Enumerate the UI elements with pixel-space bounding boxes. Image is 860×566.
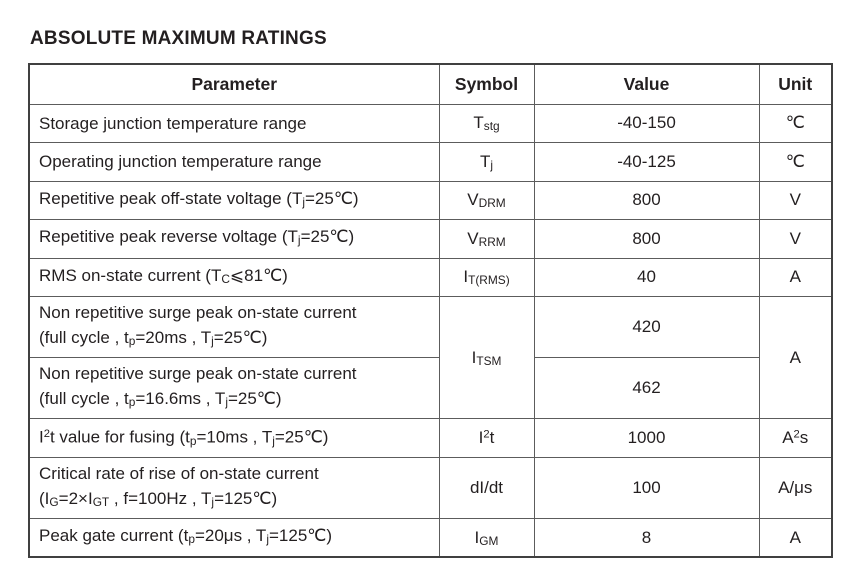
value-cell: 800	[533, 180, 760, 220]
symbol-cell: ITSM	[438, 295, 535, 420]
unit-cell: V	[758, 180, 833, 220]
unit-cell: A2s	[758, 418, 833, 459]
value-cell: 40	[533, 257, 760, 297]
section-title: ABSOLUTE MAXIMUM RATINGS	[30, 28, 327, 49]
value-cell: 100	[533, 457, 760, 520]
table-row: Non repetitive surge peak on-state curre…	[28, 295, 833, 420]
parameter-cell: Repetitive peak reverse voltage (Tj=25℃)	[28, 219, 440, 259]
table-row: Critical rate of rise of on-state curren…	[28, 457, 833, 520]
value-cell: -40-125	[533, 142, 760, 182]
header-value: Value	[533, 63, 760, 105]
table-row: RMS on-state current (TC⩽81℃) IT(RMS) 40…	[28, 257, 833, 297]
parameter-cell: Operating junction temperature range	[28, 142, 440, 182]
header-row: Parameter Symbol Value Unit	[28, 63, 833, 105]
table-row: Operating junction temperature range Tj …	[28, 142, 833, 182]
parameter-cell: I2t value for fusing (tp=10ms , Tj=25℃)	[28, 418, 440, 459]
unit-cell: A/μs	[758, 457, 833, 520]
symbol-cell: IT(RMS)	[438, 257, 535, 297]
parameter-cell: Non repetitive surge peak on-state curre…	[28, 295, 440, 359]
symbol-cell: Tstg	[438, 103, 535, 143]
parameter-cell: Peak gate current (tp=20μs , Tj=125℃)	[28, 518, 440, 558]
symbol-cell: IGM	[438, 518, 535, 558]
unit-cell: ℃	[758, 142, 833, 182]
table-row: Storage junction temperature range Tstg …	[28, 103, 833, 143]
unit-cell: A	[758, 518, 833, 558]
symbol-cell: I2t	[438, 418, 535, 459]
value-cell: 800	[533, 219, 760, 259]
unit-cell: ℃	[758, 103, 833, 143]
unit-cell: A	[758, 295, 833, 420]
table-row: Non repetitive surge peak on-state curre…	[28, 357, 832, 420]
table-row: I2t value for fusing (tp=10ms , Tj=25℃) …	[28, 418, 833, 459]
unit-cell: A	[758, 257, 833, 297]
symbol-cell: dI/dt	[438, 457, 535, 520]
header-symbol: Symbol	[438, 63, 535, 105]
unit-cell: V	[758, 219, 833, 259]
parameter-cell: Critical rate of rise of on-state curren…	[28, 457, 440, 520]
symbol-cell: VRRM	[438, 219, 535, 259]
parameter-cell: Storage junction temperature range	[28, 103, 440, 143]
value-cell: 8	[533, 518, 760, 558]
absolute-maximum-ratings-table: Parameter Symbol Value Unit Storage junc…	[28, 63, 833, 559]
value-cell: -40-150	[533, 103, 760, 143]
value-cell: 462	[533, 357, 760, 420]
parameter-cell: RMS on-state current (TC⩽81℃)	[28, 257, 440, 297]
table-row: Peak gate current (tp=20μs , Tj=125℃) IG…	[28, 518, 833, 558]
value-cell: 420	[533, 295, 760, 359]
parameter-cell: Repetitive peak off-state voltage (Tj=25…	[28, 180, 440, 220]
header-unit: Unit	[758, 63, 833, 105]
symbol-cell: Tj	[438, 142, 535, 182]
value-cell: 1000	[533, 418, 760, 459]
header-parameter: Parameter	[28, 63, 440, 105]
parameter-cell: Non repetitive surge peak on-state curre…	[28, 357, 440, 420]
table-row: Repetitive peak reverse voltage (Tj=25℃)…	[28, 219, 833, 259]
symbol-cell: VDRM	[438, 180, 535, 220]
table-row: Repetitive peak off-state voltage (Tj=25…	[28, 180, 833, 220]
